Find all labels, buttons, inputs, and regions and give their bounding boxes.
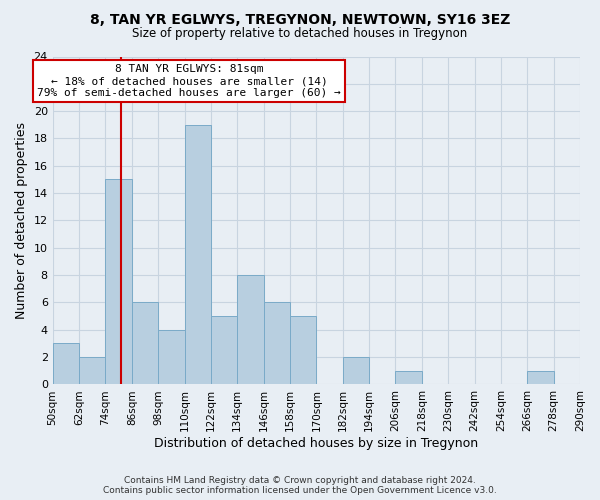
Bar — [527, 371, 554, 384]
Text: 8, TAN YR EGLWYS, TREGYNON, NEWTOWN, SY16 3EZ: 8, TAN YR EGLWYS, TREGYNON, NEWTOWN, SY1… — [90, 12, 510, 26]
Bar — [79, 357, 106, 384]
Bar — [106, 180, 132, 384]
Bar — [132, 302, 158, 384]
Bar — [211, 316, 237, 384]
Bar — [158, 330, 185, 384]
Bar — [185, 125, 211, 384]
Y-axis label: Number of detached properties: Number of detached properties — [15, 122, 28, 319]
Bar — [343, 357, 369, 384]
Bar — [263, 302, 290, 384]
Bar — [53, 344, 79, 384]
Text: 8 TAN YR EGLWYS: 81sqm
← 18% of detached houses are smaller (14)
79% of semi-det: 8 TAN YR EGLWYS: 81sqm ← 18% of detached… — [37, 64, 341, 98]
Text: Contains HM Land Registry data © Crown copyright and database right 2024.
Contai: Contains HM Land Registry data © Crown c… — [103, 476, 497, 495]
Bar — [237, 275, 263, 384]
Bar — [395, 371, 422, 384]
Bar — [290, 316, 316, 384]
Text: Size of property relative to detached houses in Tregynon: Size of property relative to detached ho… — [133, 28, 467, 40]
X-axis label: Distribution of detached houses by size in Tregynon: Distribution of detached houses by size … — [154, 437, 478, 450]
